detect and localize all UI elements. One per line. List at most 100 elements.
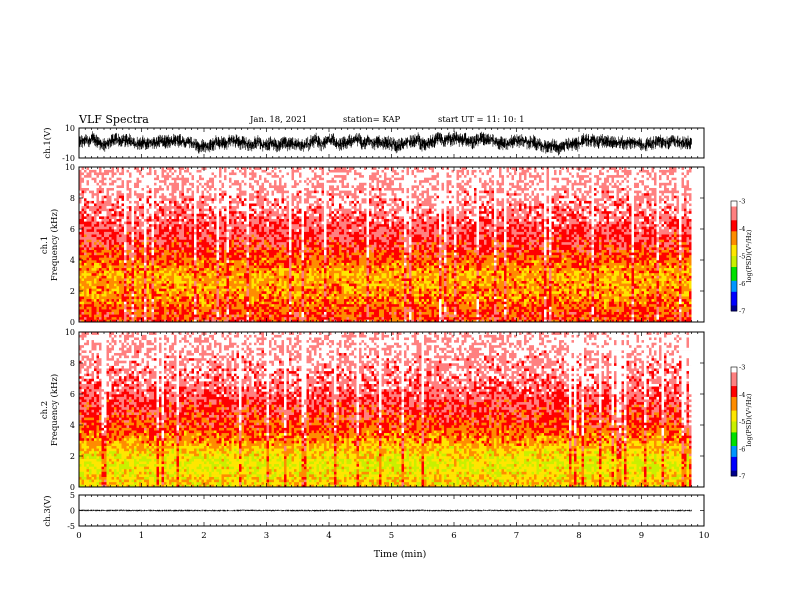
ch1-spectrogram-cell bbox=[102, 270, 105, 273]
ch1-spectrogram-cell bbox=[92, 188, 95, 191]
ch1-spectrogram-cell bbox=[119, 188, 122, 191]
ch1-spectrogram-cell bbox=[129, 252, 132, 255]
ch1-spectrogram-cell bbox=[87, 283, 90, 286]
ch1-spectrogram-cell bbox=[109, 260, 112, 263]
ch1-spectrogram-cell bbox=[99, 183, 102, 186]
ch1-spectrogram-cell bbox=[102, 188, 105, 191]
ch1-spectrogram-cell bbox=[94, 234, 97, 237]
ch1-spectrogram-cell bbox=[127, 203, 130, 206]
ch1-spectrogram-cell bbox=[84, 170, 87, 173]
ch1-spectrogram-cell bbox=[94, 301, 97, 304]
ch1-spectrogram-cell bbox=[109, 188, 112, 191]
ch1-spectrogram-cell bbox=[89, 172, 92, 175]
ch1-spectrogram-cell bbox=[124, 281, 127, 284]
ch1-spectrogram-cell bbox=[114, 219, 117, 222]
ch1-spectrogram-cell bbox=[82, 211, 85, 214]
ch1-spectrogram-cell bbox=[89, 201, 92, 204]
ch1-spectrogram-cell bbox=[114, 250, 117, 253]
ch1-spectrogram-cell bbox=[117, 273, 120, 276]
ch1-spectrogram-cell bbox=[109, 291, 112, 294]
ch1-spectrogram-cell bbox=[94, 177, 97, 180]
ch1-spectrogram-cell bbox=[122, 257, 125, 260]
ch1-spectrogram-cell bbox=[84, 239, 87, 242]
ch1-spectrogram-cell bbox=[82, 221, 85, 224]
ch1-spectrogram-cell bbox=[99, 312, 102, 315]
ch1-spectrogram-cell bbox=[102, 276, 105, 279]
ch1-spectrogram-cell bbox=[87, 312, 90, 315]
ch1-spectrogram-cell bbox=[92, 312, 95, 315]
ch1-spectrogram-cell bbox=[117, 296, 120, 299]
figure-title: VLF Spectra bbox=[78, 113, 149, 126]
ch1-spectrogram-cell bbox=[94, 229, 97, 232]
ch1-spectrogram-cell bbox=[117, 304, 120, 307]
ch1-spectrogram-cell bbox=[117, 190, 120, 193]
ch1-spectrogram-cell bbox=[129, 211, 132, 214]
ch1-spectrogram-cell bbox=[94, 203, 97, 206]
ch1-spectrogram-cell bbox=[127, 224, 130, 227]
ch1-spectrogram-cell bbox=[89, 185, 92, 188]
ch1-spectrogram-cell bbox=[112, 250, 115, 253]
ch1-spectrogram-cell bbox=[109, 250, 112, 253]
ch1-spectrogram-cell bbox=[107, 237, 110, 240]
ch1-spectrogram-cell bbox=[129, 260, 132, 263]
ch1-spectrogram-cell bbox=[109, 314, 112, 317]
ch1-spectrogram-cell bbox=[94, 170, 97, 173]
ch1-spectrogram-cell bbox=[87, 299, 90, 302]
ch1-spectrogram-cell bbox=[92, 281, 95, 284]
ch1-spectrogram-cell bbox=[84, 283, 87, 286]
ch1-spectrogram-cell bbox=[127, 188, 130, 191]
ch1-spectrogram-cell bbox=[124, 224, 127, 227]
ch1-spectrogram-cell bbox=[84, 247, 87, 250]
ch1-spectrogram-cell bbox=[84, 299, 87, 302]
ch1-spectrogram-cell bbox=[94, 239, 97, 242]
ch1-spectrogram-cell bbox=[87, 198, 90, 201]
ch1-spectrogram-cell bbox=[107, 294, 110, 297]
ch1-spectrogram-cell bbox=[114, 193, 117, 196]
ch1-spectrogram-cell bbox=[124, 288, 127, 291]
ch1-spectrogram-cell bbox=[122, 177, 125, 180]
ch1-spectrogram-cell bbox=[107, 198, 110, 201]
ch1-spectrogram-cell bbox=[114, 239, 117, 242]
ch1-spectrogram-cell bbox=[109, 265, 112, 268]
ch1-spectrogram-cell bbox=[109, 221, 112, 224]
ch1-spectrogram-cell bbox=[94, 247, 97, 250]
ch1-spectrogram-cell bbox=[97, 263, 100, 266]
ch1-spectrogram-cell bbox=[87, 239, 90, 242]
ch1-spectrogram-cell bbox=[87, 252, 90, 255]
ch1-spectrogram-cell bbox=[84, 201, 87, 204]
ch1-spectrogram-cell bbox=[129, 180, 132, 183]
ch1-spectrogram-cell bbox=[124, 270, 127, 273]
ch1-spectrogram-cell bbox=[117, 203, 120, 206]
ch1-spectrogram-cell bbox=[124, 278, 127, 281]
ch1-spectrogram-cell bbox=[122, 183, 125, 186]
ch1-spectrogram-cell bbox=[122, 304, 125, 307]
ch1-spectrogram-cell bbox=[97, 206, 100, 209]
ch1-spectrogram-cell bbox=[112, 252, 115, 255]
ch1-spectrogram-cell bbox=[109, 219, 112, 222]
ch1-spectrogram-cell bbox=[119, 309, 122, 312]
ch1-spectrogram-cell bbox=[102, 180, 105, 183]
ch1-spectrogram-cell bbox=[104, 216, 107, 219]
ch1-spectrogram-cell bbox=[107, 216, 110, 219]
ch1-spectrogram-cell bbox=[124, 257, 127, 260]
ch1-spectrogram-cell bbox=[84, 177, 87, 180]
ch1-spectrogram-cell bbox=[97, 229, 100, 232]
ch1-spectrogram-cell bbox=[84, 219, 87, 222]
ch1-spectrogram-cell bbox=[104, 276, 107, 279]
ch1-spectrogram-cell bbox=[87, 288, 90, 291]
ch1-spectrogram-cell bbox=[107, 190, 110, 193]
ch1-spectrogram-cell bbox=[97, 226, 100, 229]
ch1-spectrogram-cell bbox=[119, 239, 122, 242]
ch1-spectrogram-cell bbox=[99, 172, 102, 175]
ch1-spectrogram-cell bbox=[97, 237, 100, 240]
ch1-spectrogram-cell bbox=[97, 211, 100, 214]
ch1-spectrogram-cell bbox=[84, 193, 87, 196]
ch1-spectrogram-cell bbox=[107, 195, 110, 198]
ch1-spectrogram-cell bbox=[82, 190, 85, 193]
ch1-spectrogram-cell bbox=[129, 216, 132, 219]
ch1-spectrogram-cell bbox=[89, 219, 92, 222]
ch1-spectrogram-cell bbox=[122, 198, 125, 201]
ch1-spectrogram-cell bbox=[109, 307, 112, 310]
ch1-spectrogram-cell bbox=[92, 304, 95, 307]
ch1-spectrogram-cell bbox=[122, 234, 125, 237]
